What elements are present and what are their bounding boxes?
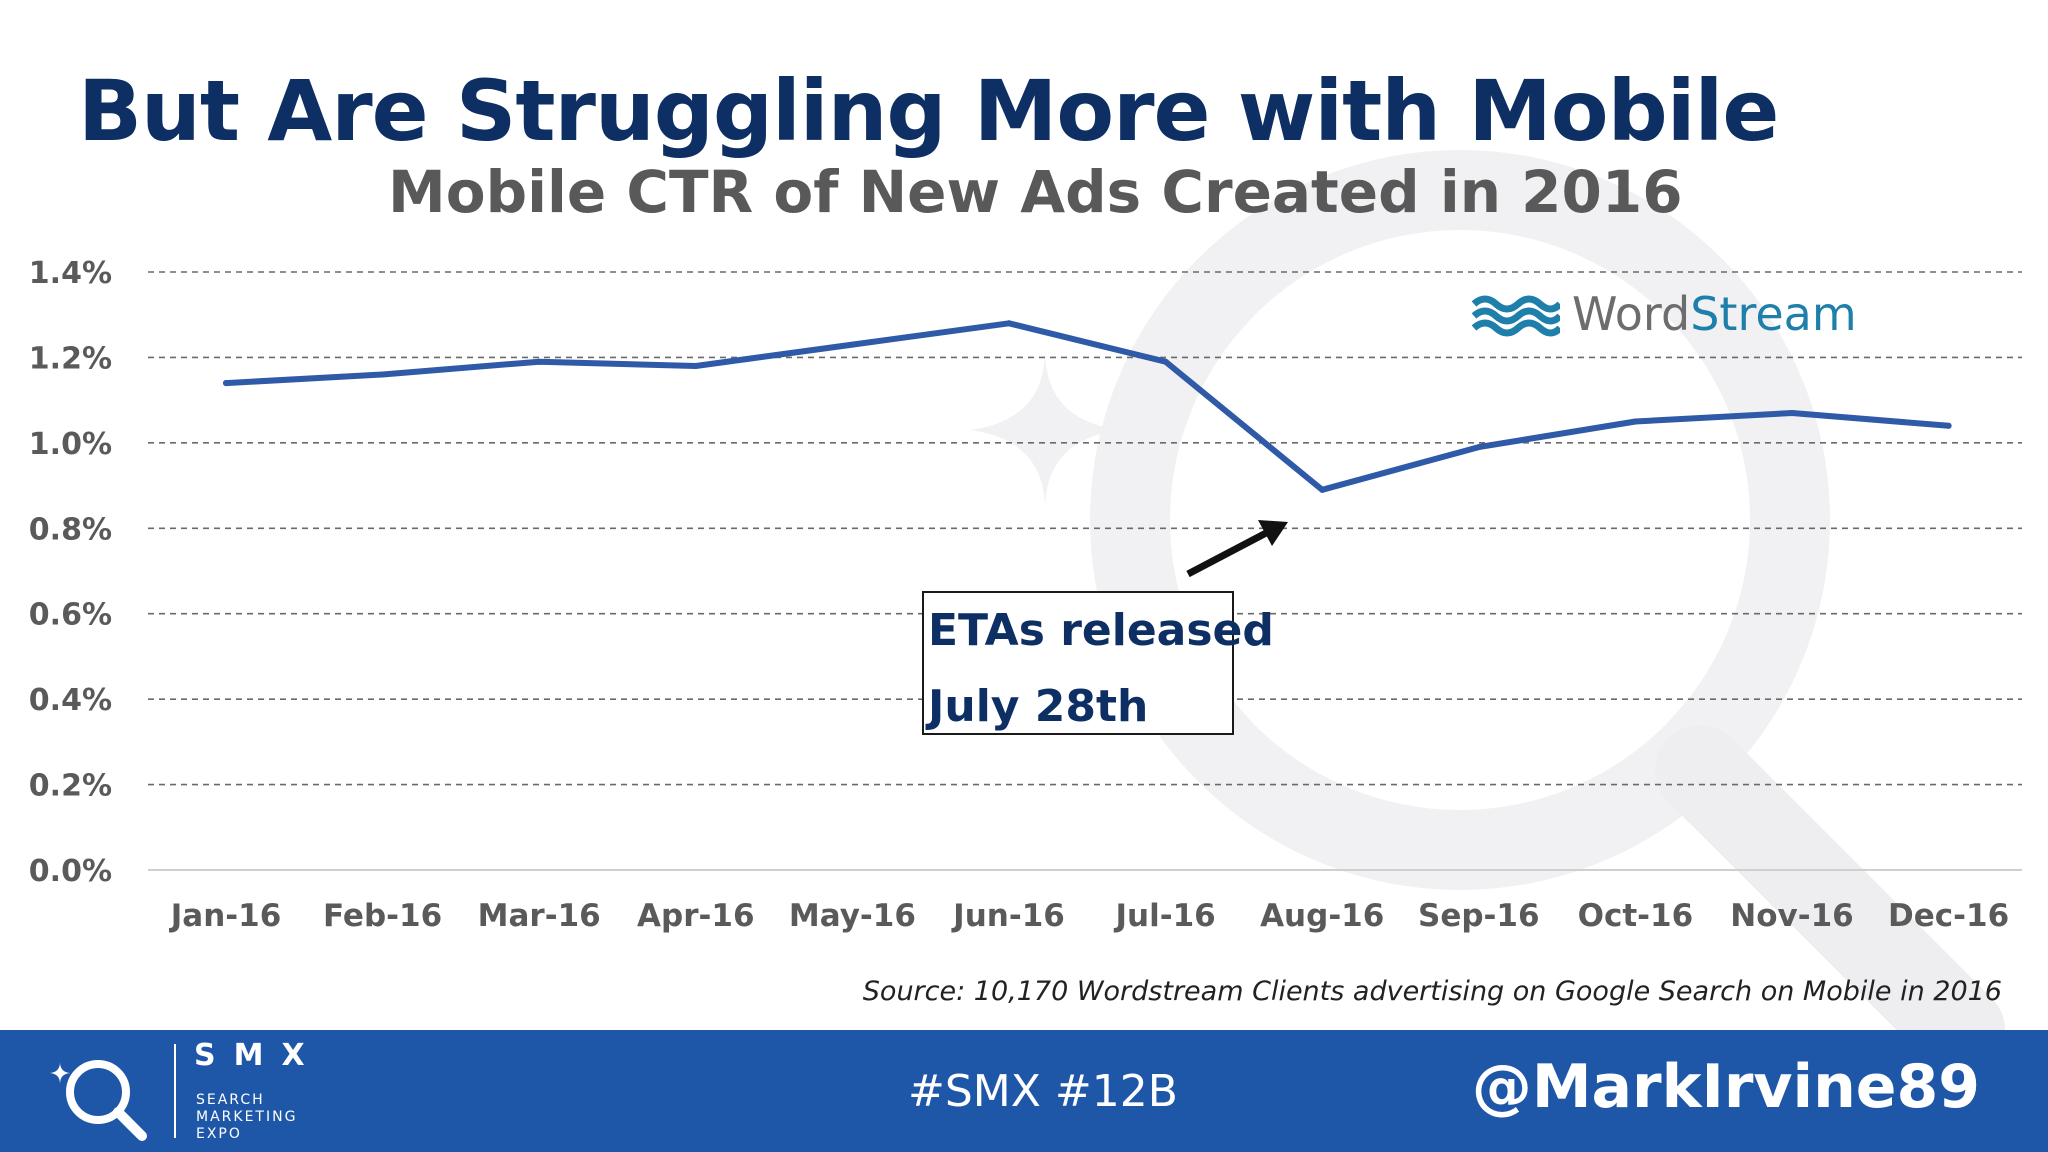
twitter-handle: @MarkIrvine89 xyxy=(1471,1052,1980,1122)
callout-line-2: July 28th xyxy=(928,681,1149,732)
hashtags: #SMX #12B xyxy=(908,1066,1178,1117)
x-tick-label: Dec-16 xyxy=(1888,898,2009,934)
callout-line-1: ETAs released xyxy=(928,605,1274,656)
x-tick-label: Apr-16 xyxy=(637,898,754,934)
smx-brand: SMX xyxy=(194,1038,323,1073)
data-point xyxy=(1632,418,1639,425)
footer-bar: SMX SEARCH MARKETING EXPO #SMX #12B @Mar… xyxy=(0,1030,2048,1152)
annotation-arrow-icon xyxy=(1186,520,1288,578)
wordmark-word: Word xyxy=(1572,287,1691,341)
smx-line-expo: EXPO xyxy=(196,1126,242,1142)
y-tick-label: 0.4% xyxy=(29,683,112,718)
y-tick-label: 1.4% xyxy=(29,256,112,291)
footer-divider xyxy=(174,1044,176,1138)
wordstream-wordmark: WordStream xyxy=(1572,287,1857,341)
data-point xyxy=(223,380,229,387)
wordstream-waves-icon xyxy=(1471,295,1560,337)
x-tick-label: Aug-16 xyxy=(1260,898,1384,934)
data-point xyxy=(1475,444,1482,451)
data-point xyxy=(692,362,699,369)
line-chart: 0.0% 0.2% 0.4% 0.6% 0.8% 1.0% 1.2% 1.4% Jan-16 F… xyxy=(29,256,2022,934)
x-tick-label: Mar-16 xyxy=(478,898,601,934)
x-tick-label: Jan-16 xyxy=(169,898,282,934)
smx-line-marketing: MARKETING xyxy=(196,1109,298,1125)
data-point xyxy=(379,371,386,378)
y-tick-label: 1.2% xyxy=(29,341,112,376)
y-tick-label: 0.8% xyxy=(29,512,112,547)
data-point xyxy=(849,341,856,348)
x-tick-label: Oct-16 xyxy=(1578,898,1694,934)
y-tick-label: 0.6% xyxy=(29,598,112,633)
data-point xyxy=(1319,486,1326,493)
chart-title: Mobile CTR of New Ads Created in 2016 xyxy=(388,158,1683,226)
x-tick-label: May-16 xyxy=(789,898,916,934)
slide-headline: But Are Struggling More with Mobile xyxy=(78,62,1779,160)
x-tick-label: Nov-16 xyxy=(1730,898,1853,934)
x-tick-label: Sep-16 xyxy=(1418,898,1540,934)
y-tick-label: 0.0% xyxy=(29,854,112,889)
wordmark-stream: Stream xyxy=(1690,287,1857,341)
y-tick-label: 0.2% xyxy=(29,769,112,804)
smx-magnifier-icon xyxy=(50,1060,147,1141)
data-point xyxy=(1162,358,1169,365)
data-point xyxy=(536,358,543,365)
y-tick-label: 1.0% xyxy=(29,427,112,462)
source-note: Source: 10,170 Wordstream Clients advert… xyxy=(862,976,2002,1007)
series-line xyxy=(223,320,1952,493)
data-point xyxy=(1945,422,1952,429)
eta-callout: ETAs released July 28th xyxy=(922,591,1274,735)
background-magnifier-icon xyxy=(970,150,2005,1030)
data-point xyxy=(1006,320,1012,327)
x-tick-label: Feb-16 xyxy=(323,898,442,934)
x-tick-label: Jun-16 xyxy=(951,898,1065,934)
smx-line-search: SEARCH xyxy=(196,1092,265,1108)
data-point xyxy=(1789,409,1795,416)
x-tick-label: Jul-16 xyxy=(1113,898,1215,934)
